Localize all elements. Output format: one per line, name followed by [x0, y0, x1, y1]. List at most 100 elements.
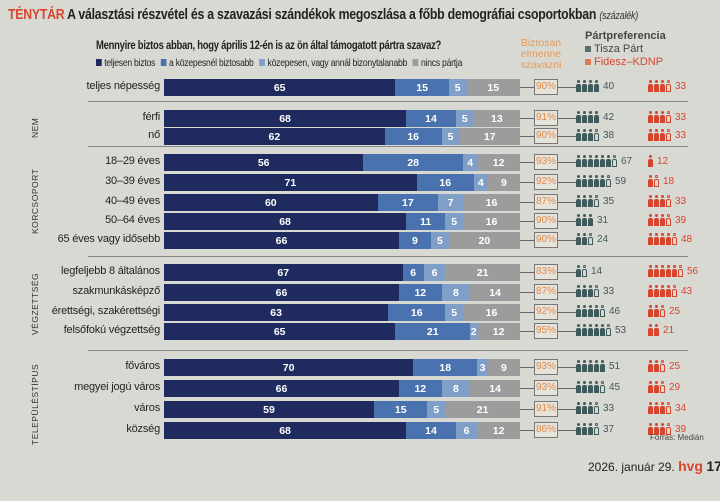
connector-line: [520, 312, 534, 313]
fidesz-value: 33: [675, 80, 687, 92]
group-separator: [88, 256, 688, 257]
person-icon: [588, 402, 593, 414]
fidesz-value: 33: [675, 111, 687, 123]
turnout-box: 86%: [534, 422, 558, 438]
partial-person-icon: [666, 214, 671, 226]
bar-segment-nincs-partja: 20: [448, 232, 520, 249]
bar-segment-teljesen-biztos: 66: [164, 284, 399, 301]
person-icon: [576, 214, 581, 226]
bar-segment-kozepesnel-biztosabb: 15: [395, 79, 449, 96]
tisza-preference: 53: [576, 324, 626, 336]
connector-line: [558, 272, 576, 273]
legend-tisza: Tisza Párt: [585, 43, 666, 56]
tisza-preference: 14: [576, 265, 602, 277]
row-label: felsőfokú végzettség: [63, 324, 160, 336]
partial-person-icon: [600, 381, 605, 393]
bar-segment-kozepesnel-biztosabb: 11: [406, 213, 446, 230]
person-icon: [648, 360, 653, 372]
bar-segment-teljesen-biztos: 70: [164, 359, 414, 376]
person-icon: [582, 305, 587, 317]
title-text: A választási részvétel és a szavazási sz…: [67, 6, 597, 23]
fidesz-preference: 33: [648, 111, 686, 123]
person-icon: [588, 129, 593, 141]
person-icon: [588, 80, 593, 92]
tisza-value: 35: [603, 195, 615, 207]
bar-segment-kozepesnel-biztosabb: 16: [388, 304, 446, 321]
bar-segment-kozepesen: 2: [470, 323, 478, 340]
partial-person-icon: [600, 305, 605, 317]
chart-row: város 59 15 5 21 91% 33 34: [0, 401, 720, 418]
connector-line: [558, 182, 576, 183]
bar-segment-nincs-partja: 12: [477, 422, 520, 439]
person-icon: [594, 80, 599, 92]
stacked-bar: 60 17 7 16: [164, 194, 520, 211]
bar-segment-kozepesen: 5: [441, 128, 460, 145]
bar-segment-kozepesnel-biztosabb: 12: [398, 380, 442, 397]
person-icon: [654, 324, 659, 336]
fidesz-preference: 43: [648, 285, 692, 297]
bar-segment-kozepesnel-biztosabb: 28: [363, 154, 464, 171]
connector-line: [520, 409, 534, 410]
turnout-box: 93%: [534, 154, 558, 170]
row-label: nő: [148, 129, 160, 141]
partial-person-icon: [606, 324, 611, 336]
partial-person-icon: [654, 175, 659, 187]
partial-person-icon: [672, 285, 677, 297]
connector-line: [558, 202, 576, 203]
bar-segment-kozepesen: 7: [438, 194, 464, 211]
person-icon: [660, 265, 665, 277]
bar-segment-nincs-partja: 16: [463, 213, 520, 230]
partial-person-icon: [666, 423, 671, 435]
chart-row: 65 éves vagy idősebb 66 9 5 20 90% 24 48: [0, 232, 720, 249]
fidesz-value: 48: [681, 233, 693, 245]
bar-segment-kozepesen: 4: [463, 154, 478, 171]
bar-segment-kozepesnel-biztosabb: 12: [398, 284, 442, 301]
tisza-value: 67: [621, 155, 633, 167]
tisza-preference: 37: [576, 423, 614, 435]
chart-row: férfi 68 14 5 13 91% 42 33: [0, 110, 720, 127]
person-icon: [660, 129, 665, 141]
stacked-bar: 56 28 4 12: [164, 154, 520, 171]
legend-item: teljesen biztos: [96, 57, 155, 69]
fidesz-preference: 48: [648, 233, 692, 245]
turnout-box: 93%: [534, 380, 558, 396]
bar-segment-kozepesnel-biztosabb: 15: [374, 401, 428, 418]
tisza-preference: 42: [576, 111, 614, 123]
chart-row: nő 62 16 5 17 90% 38 33: [0, 128, 720, 145]
tisza-preference: 33: [576, 285, 614, 297]
person-icon: [576, 80, 581, 92]
partial-person-icon: [660, 305, 665, 317]
turnout-box: 90%: [534, 128, 558, 144]
person-icon: [648, 80, 653, 92]
person-icon: [654, 360, 659, 372]
person-icon: [648, 129, 653, 141]
connector-line: [520, 162, 534, 163]
chart-row: főváros 70 18 3 9 93% 51 25: [0, 359, 720, 376]
person-icon: [588, 285, 593, 297]
group-separator: [88, 350, 688, 351]
fidesz-preference: 39: [648, 423, 686, 435]
person-icon: [576, 285, 581, 297]
tisza-preference: 40: [576, 80, 614, 92]
stacked-bar: 68 14 6 12: [164, 422, 520, 439]
partial-person-icon: [594, 423, 599, 435]
connector-line: [520, 272, 534, 273]
bar-segment-kozepesen: 5: [427, 401, 446, 418]
chart-row: szakmunkásképző 66 12 8 14 87% 33 43: [0, 284, 720, 301]
bar-segment-teljesen-biztos: 63: [164, 304, 389, 321]
person-icon: [654, 195, 659, 207]
person-icon: [648, 175, 653, 187]
bar-segment-nincs-partja: 16: [463, 304, 520, 321]
stacked-bar: 65 21 2 12: [164, 323, 520, 340]
partial-person-icon: [678, 265, 683, 277]
bar-segment-teljesen-biztos: 65: [164, 79, 396, 96]
chart-row: 30–39 éves 71 16 4 9 92% 59 18: [0, 174, 720, 191]
fidesz-value: 39: [675, 423, 687, 435]
turnout-box: 90%: [534, 232, 558, 248]
turnout-box: 93%: [534, 359, 558, 375]
connector-line: [520, 331, 534, 332]
bar-segment-kozepesen: 5: [445, 213, 464, 230]
person-icon: [582, 111, 587, 123]
chart-row: megyei jogú város 66 12 8 14 93% 45 29: [0, 380, 720, 397]
bar-segment-nincs-partja: 16: [463, 194, 520, 211]
